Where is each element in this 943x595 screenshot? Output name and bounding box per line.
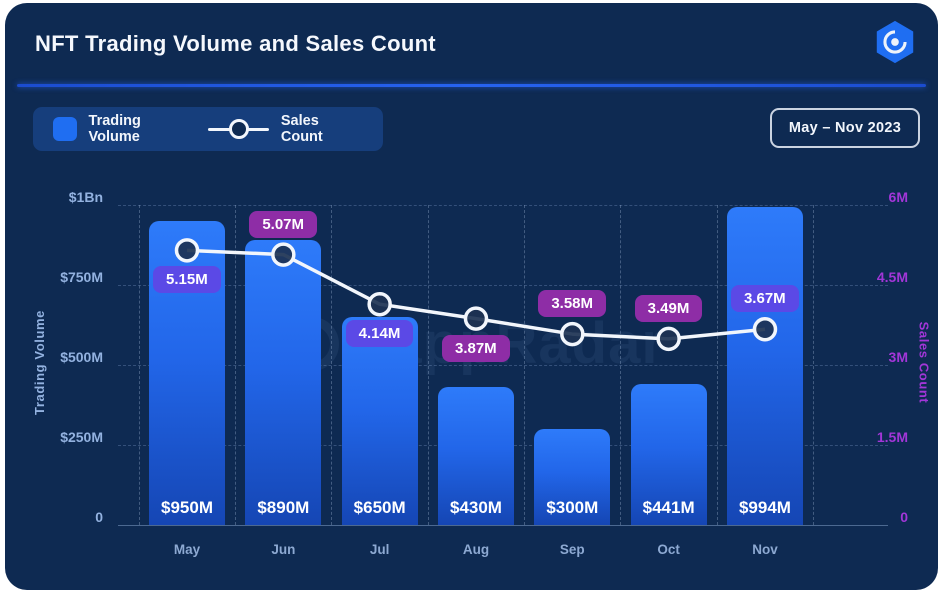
sales-value-badge: 3.87M xyxy=(441,334,510,362)
gridline-vertical xyxy=(138,205,140,525)
sales-value-badge: 5.15M xyxy=(153,266,221,294)
axis-tick-left: $500M xyxy=(60,349,103,365)
bar-value-label: $994M xyxy=(738,498,791,517)
axis-tick-left: 0 xyxy=(95,509,103,525)
bar-value-label: $441M xyxy=(642,498,695,517)
gridline-vertical xyxy=(620,205,622,525)
legend-item-sales-count: Sales Count xyxy=(208,113,363,145)
period-badge: May – Nov 2023 xyxy=(770,108,920,148)
bar-value-label: $650M xyxy=(353,498,406,517)
axis-tick-right: 0 xyxy=(900,509,908,525)
month-label: Sep xyxy=(559,542,585,557)
month-label: Nov xyxy=(752,542,778,557)
gridline-vertical xyxy=(716,205,718,525)
sales-value-badge: 3.49M xyxy=(634,294,703,322)
bar xyxy=(437,387,514,525)
right-axis-title: Sales Count xyxy=(916,321,932,404)
bar-value-label: $950M xyxy=(161,498,213,517)
gridline-horizontal xyxy=(118,525,888,526)
axis-tick-right: 1.5M xyxy=(876,429,908,445)
legend-label-sales-count: Sales Count xyxy=(280,113,323,145)
month-label: Aug xyxy=(462,542,490,557)
gridline-vertical xyxy=(813,205,815,525)
bar-value-label: $430M xyxy=(449,498,502,517)
bar xyxy=(726,206,803,525)
gridline-horizontal xyxy=(118,205,888,206)
gridline-vertical xyxy=(427,205,429,525)
sales-count-line-marker-icon xyxy=(208,119,269,139)
gridline-horizontal xyxy=(118,365,888,366)
bar xyxy=(630,383,707,525)
axis-tick-left: $750M xyxy=(60,269,103,285)
legend-item-trading-volume: Trading Volume xyxy=(53,113,194,145)
axis-tick-left: $250M xyxy=(60,429,103,445)
month-label: May xyxy=(173,542,201,557)
trading-volume-swatch-icon xyxy=(53,117,77,141)
axis-tick-left: $1Bn xyxy=(68,189,103,205)
axis-tick-right: 4.5M xyxy=(876,269,908,285)
bar xyxy=(245,240,322,525)
sales-value-badge: 3.58M xyxy=(538,290,607,318)
bar-value-label: $890M xyxy=(257,498,310,517)
sales-value-badge: 4.14M xyxy=(345,320,414,348)
month-label: Jun xyxy=(271,542,296,557)
sales-value-badge: 3.67M xyxy=(730,285,799,313)
month-label: Jul xyxy=(369,542,390,557)
axis-tick-right: 6M xyxy=(888,189,908,205)
header-divider xyxy=(17,84,926,87)
legend-label-trading-volume: Trading Volume xyxy=(88,113,141,145)
page-title: NFT Trading Volume and Sales Count xyxy=(35,31,436,56)
axis-tick-right: 3M xyxy=(888,349,908,365)
bar xyxy=(534,429,611,525)
dappradar-logo-icon xyxy=(872,19,918,65)
chart-area: $1Bn 6M $750M 4.5M $500M 3M $250M 1.5M 0 0 $950M Ma… xyxy=(5,3,938,590)
legend: Trading Volume Sales Count xyxy=(33,107,383,151)
bar xyxy=(341,317,418,525)
bar-value-label: $300M xyxy=(546,498,599,517)
gridline-vertical xyxy=(524,205,526,525)
month-label: Oct xyxy=(657,542,680,557)
chart-card: NFT Trading Volume and Sales Count Tradi… xyxy=(5,3,938,590)
gridline-vertical xyxy=(235,205,237,525)
sales-value-badge: 5.07M xyxy=(249,210,318,238)
gridline-vertical xyxy=(331,205,333,525)
